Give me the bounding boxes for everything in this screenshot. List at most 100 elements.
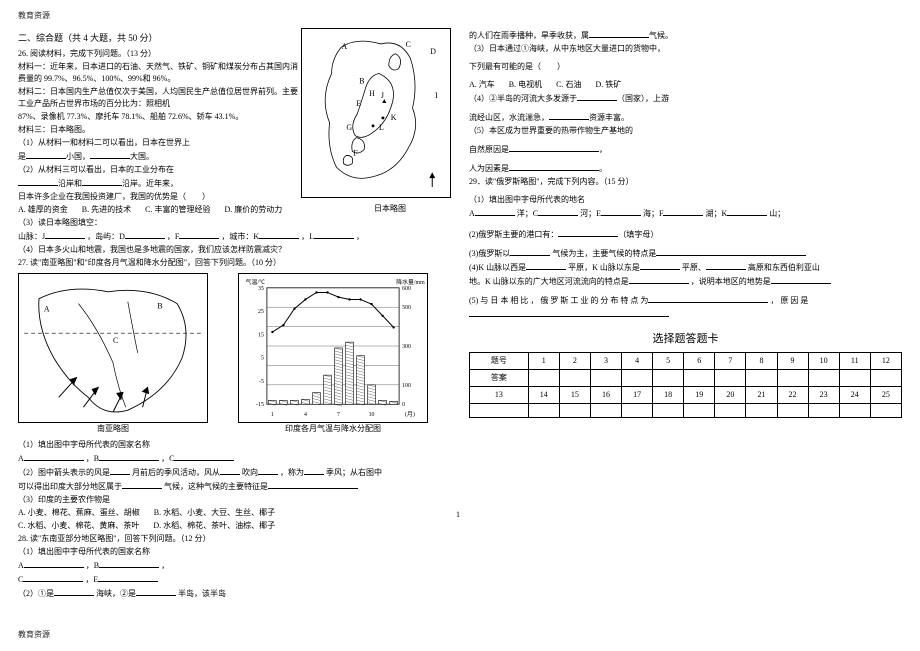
footer-label: 教育资源 xyxy=(18,629,50,641)
svg-text:C: C xyxy=(113,336,118,345)
ans-head-cell: 13 xyxy=(470,386,529,403)
svg-text:-5: -5 xyxy=(259,378,264,384)
q28-1-blanks1: A ，B ， xyxy=(18,559,451,572)
svg-text:100: 100 xyxy=(402,382,411,388)
svg-text:4: 4 xyxy=(304,412,307,418)
ans-blank-cell[interactable] xyxy=(870,369,901,386)
ropt-c: C. 石油 xyxy=(556,79,581,91)
ans-blank-cell[interactable] xyxy=(559,369,590,386)
r-options: A. 汽车 B. 电视机 C. 石油 D. 铁矿 xyxy=(469,79,902,91)
chart-caption: 印度各月气温与降水分配图 xyxy=(238,423,428,435)
figures-row: A B C 南亚略图 气温/℃降水量/mm-15-551525350100300… xyxy=(18,273,451,435)
ans-blank-cell[interactable] xyxy=(777,403,808,417)
japan-map-figure: ▲ A B C D E I H J K L G F xyxy=(301,28,451,198)
climate-chart-figure: 气温/℃降水量/mm-15-55152535010030050060014710… xyxy=(238,273,428,435)
ans-head-cell: 25 xyxy=(870,386,901,403)
r6: （5）本区成为世界重要的热带作物生产基地的 xyxy=(469,125,902,137)
q27-4: （3）印度的主要农作物是 xyxy=(18,494,451,506)
ans-head-cell: 21 xyxy=(746,386,777,403)
ans-head-cell: 4 xyxy=(622,352,653,369)
ans-blank-cell[interactable] xyxy=(839,403,870,417)
ans-head-cell: 15 xyxy=(559,386,590,403)
svg-text:L: L xyxy=(379,123,384,132)
q27: 27. 读"南亚略图"和"印度各月气温和降水分配图"，回答下列问题。（10 分） xyxy=(18,257,451,269)
svg-text:15: 15 xyxy=(258,332,264,338)
header-label: 教育资源 xyxy=(18,10,902,22)
svg-text:(月): (月) xyxy=(405,411,415,418)
row-label-ans: 答案 xyxy=(470,369,529,386)
q26-4: （4）日本多火山和地震，我国也是多地震的国家，我们应该怎样防震减灾？ xyxy=(18,244,451,256)
ans-blank-cell[interactable] xyxy=(653,369,684,386)
ans-blank-cell[interactable] xyxy=(528,403,559,417)
svg-text:F: F xyxy=(353,148,358,157)
q29-4b: 地。K 山脉以东的广大地区河流流向的特点是 ，说明本地区的地势是 xyxy=(469,275,902,288)
q29-5-blank xyxy=(469,308,902,321)
q29-2: (2)俄罗斯主要的港口有：（填字母） xyxy=(469,228,902,241)
r1: 的人们在雨季播种，旱季收获，属气候。 xyxy=(469,29,902,42)
opt2-b: B. 水稻、小麦、大豆、生丝、椰子 xyxy=(154,507,275,519)
r8: 人为因素是。 xyxy=(469,162,902,175)
q28-1-blanks2: C ，E xyxy=(18,573,451,586)
opt2-c: C. 水稻、小麦、棉花、黄麻、茶叶 xyxy=(18,520,139,532)
ropt-d: D. 铁矿 xyxy=(595,79,621,91)
ans-blank-cell[interactable] xyxy=(528,369,559,386)
opt2-a: A. 小麦、棉花、蕉麻、蛋丝、胡椒 xyxy=(18,507,140,519)
ans-blank-cell[interactable] xyxy=(808,403,839,417)
ans-head-cell: 16 xyxy=(590,386,621,403)
ans-head-cell: 6 xyxy=(684,352,715,369)
q27-2: （2）图中箭头表示的风是 月前后的季风活动，风从 吹向 ，称为 季风；从右图中 xyxy=(18,466,451,479)
svg-text:K: K xyxy=(391,113,397,122)
svg-text:1: 1 xyxy=(271,412,274,418)
r2: （3）日本通过①海峡，从中东地区大量进口的货物中， xyxy=(469,43,902,55)
ans-blank-cell[interactable] xyxy=(684,369,715,386)
q29-3: (3)俄罗斯以 气候为主，主要气候的特点是 xyxy=(469,247,902,260)
svg-text:600: 600 xyxy=(402,285,411,291)
svg-text:H: H xyxy=(369,89,375,98)
ans-blank-cell[interactable] xyxy=(746,403,777,417)
ans-blank-cell[interactable] xyxy=(622,403,653,417)
opt-b: B. 先进的技术 xyxy=(82,204,131,216)
svg-text:B: B xyxy=(359,76,364,85)
ans-blank-cell[interactable] xyxy=(590,403,621,417)
q26-3-blanks: 山脉：J ，岛屿：D ，F ，城市：K ，L ， xyxy=(18,230,451,243)
q27-3: 可以得出印度大部分地区属于 气候，这种气候的主要特征是 xyxy=(18,480,451,493)
ans-head-cell: 22 xyxy=(777,386,808,403)
ans-blank-cell[interactable] xyxy=(839,369,870,386)
material2b: 87%、录像机 77.3%、摩托车 78.1%、船舶 72.6%、轿车 43.1… xyxy=(18,111,298,123)
q28-2: （2）①是 海峡，②是 半岛，该半岛 xyxy=(18,587,451,600)
ans-blank-cell[interactable] xyxy=(653,403,684,417)
ans-head-cell: 14 xyxy=(528,386,559,403)
ans-blank-cell[interactable] xyxy=(808,369,839,386)
svg-text:降水量/mm: 降水量/mm xyxy=(396,277,425,285)
ans-blank-cell[interactable] xyxy=(715,403,746,417)
svg-text:5: 5 xyxy=(261,355,264,361)
opt-a: A. 雄厚的资金 xyxy=(18,204,68,216)
svg-text:C: C xyxy=(406,40,411,49)
ans-blank-cell[interactable] xyxy=(470,403,529,417)
ans-blank-cell[interactable] xyxy=(559,403,590,417)
sa-caption: 南亚略图 xyxy=(18,423,208,435)
svg-text:7: 7 xyxy=(337,412,340,418)
ans-head-cell: 3 xyxy=(590,352,621,369)
ans-blank-cell[interactable] xyxy=(684,403,715,417)
svg-text:-15: -15 xyxy=(256,402,264,408)
ans-blank-cell[interactable] xyxy=(746,369,777,386)
ans-head-cell: 20 xyxy=(715,386,746,403)
svg-text:300: 300 xyxy=(402,344,411,350)
ans-blank-cell[interactable] xyxy=(777,369,808,386)
ans-head-cell: 18 xyxy=(653,386,684,403)
ans-blank-cell[interactable] xyxy=(870,403,901,417)
svg-text:35: 35 xyxy=(258,285,264,291)
ans-blank-cell[interactable] xyxy=(715,369,746,386)
ans-blank-cell[interactable] xyxy=(590,369,621,386)
svg-text:25: 25 xyxy=(258,309,264,315)
q27-1-blanks: A ，B ，C xyxy=(18,452,451,465)
page-number: 1 xyxy=(456,509,460,521)
material1: 材料一：近年来，日本进口的石油、天然气、铁矿、铜矿和煤炭分布占其国内消费量的 9… xyxy=(18,61,298,85)
ans-blank-cell[interactable] xyxy=(622,369,653,386)
r3: 下列最有可能的是（ ） xyxy=(469,61,902,73)
svg-text:气温/℃: 气温/℃ xyxy=(246,277,265,285)
japan-map-caption: 日本略图 xyxy=(374,203,406,215)
answer-table: 题号123456789101112 答案 1314151617181920212… xyxy=(469,352,902,418)
ans-head-cell: 9 xyxy=(777,352,808,369)
